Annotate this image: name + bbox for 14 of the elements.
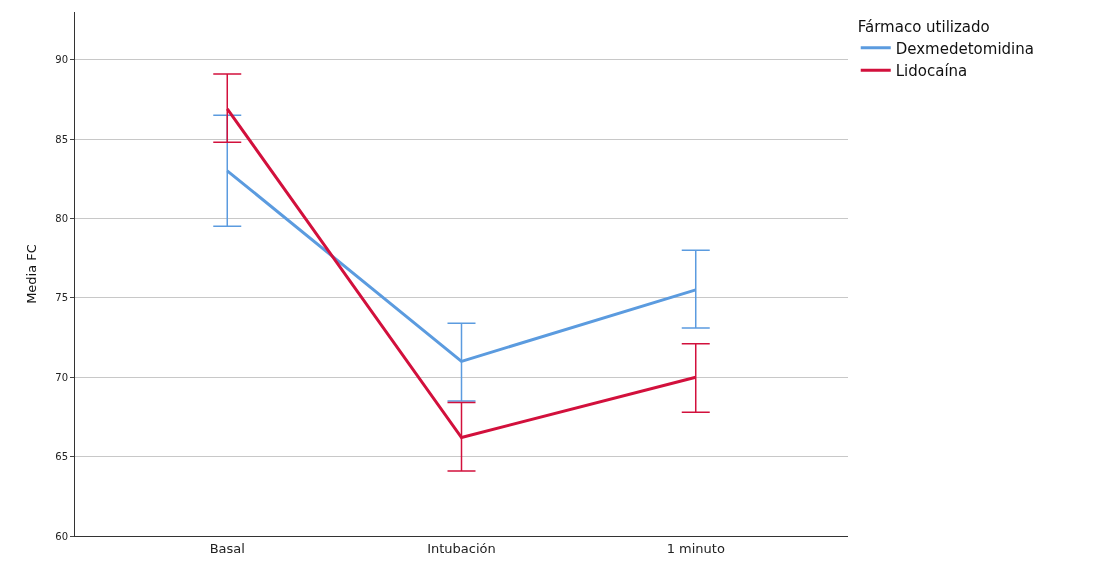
x-tick-label: 1 minuto — [666, 540, 725, 556]
y-tick-label: 60 — [55, 530, 68, 542]
y-tick-label: 80 — [55, 212, 68, 224]
legend-label: Dexmedetomidina — [895, 39, 1034, 58]
y-tick-label: 75 — [55, 292, 68, 304]
legend-label: Lidocaína — [895, 62, 968, 81]
y-tick-label: 90 — [55, 54, 68, 66]
y-axis-title: Media FC — [24, 244, 40, 304]
x-tick-label: Intubación — [427, 540, 496, 556]
y-tick-label: 85 — [55, 133, 68, 145]
y-tick-label: 65 — [55, 451, 68, 463]
x-tick-label: Basal — [209, 540, 245, 556]
y-tick-label: 70 — [55, 371, 68, 383]
legend-title: Fármaco utilizado — [857, 17, 990, 36]
